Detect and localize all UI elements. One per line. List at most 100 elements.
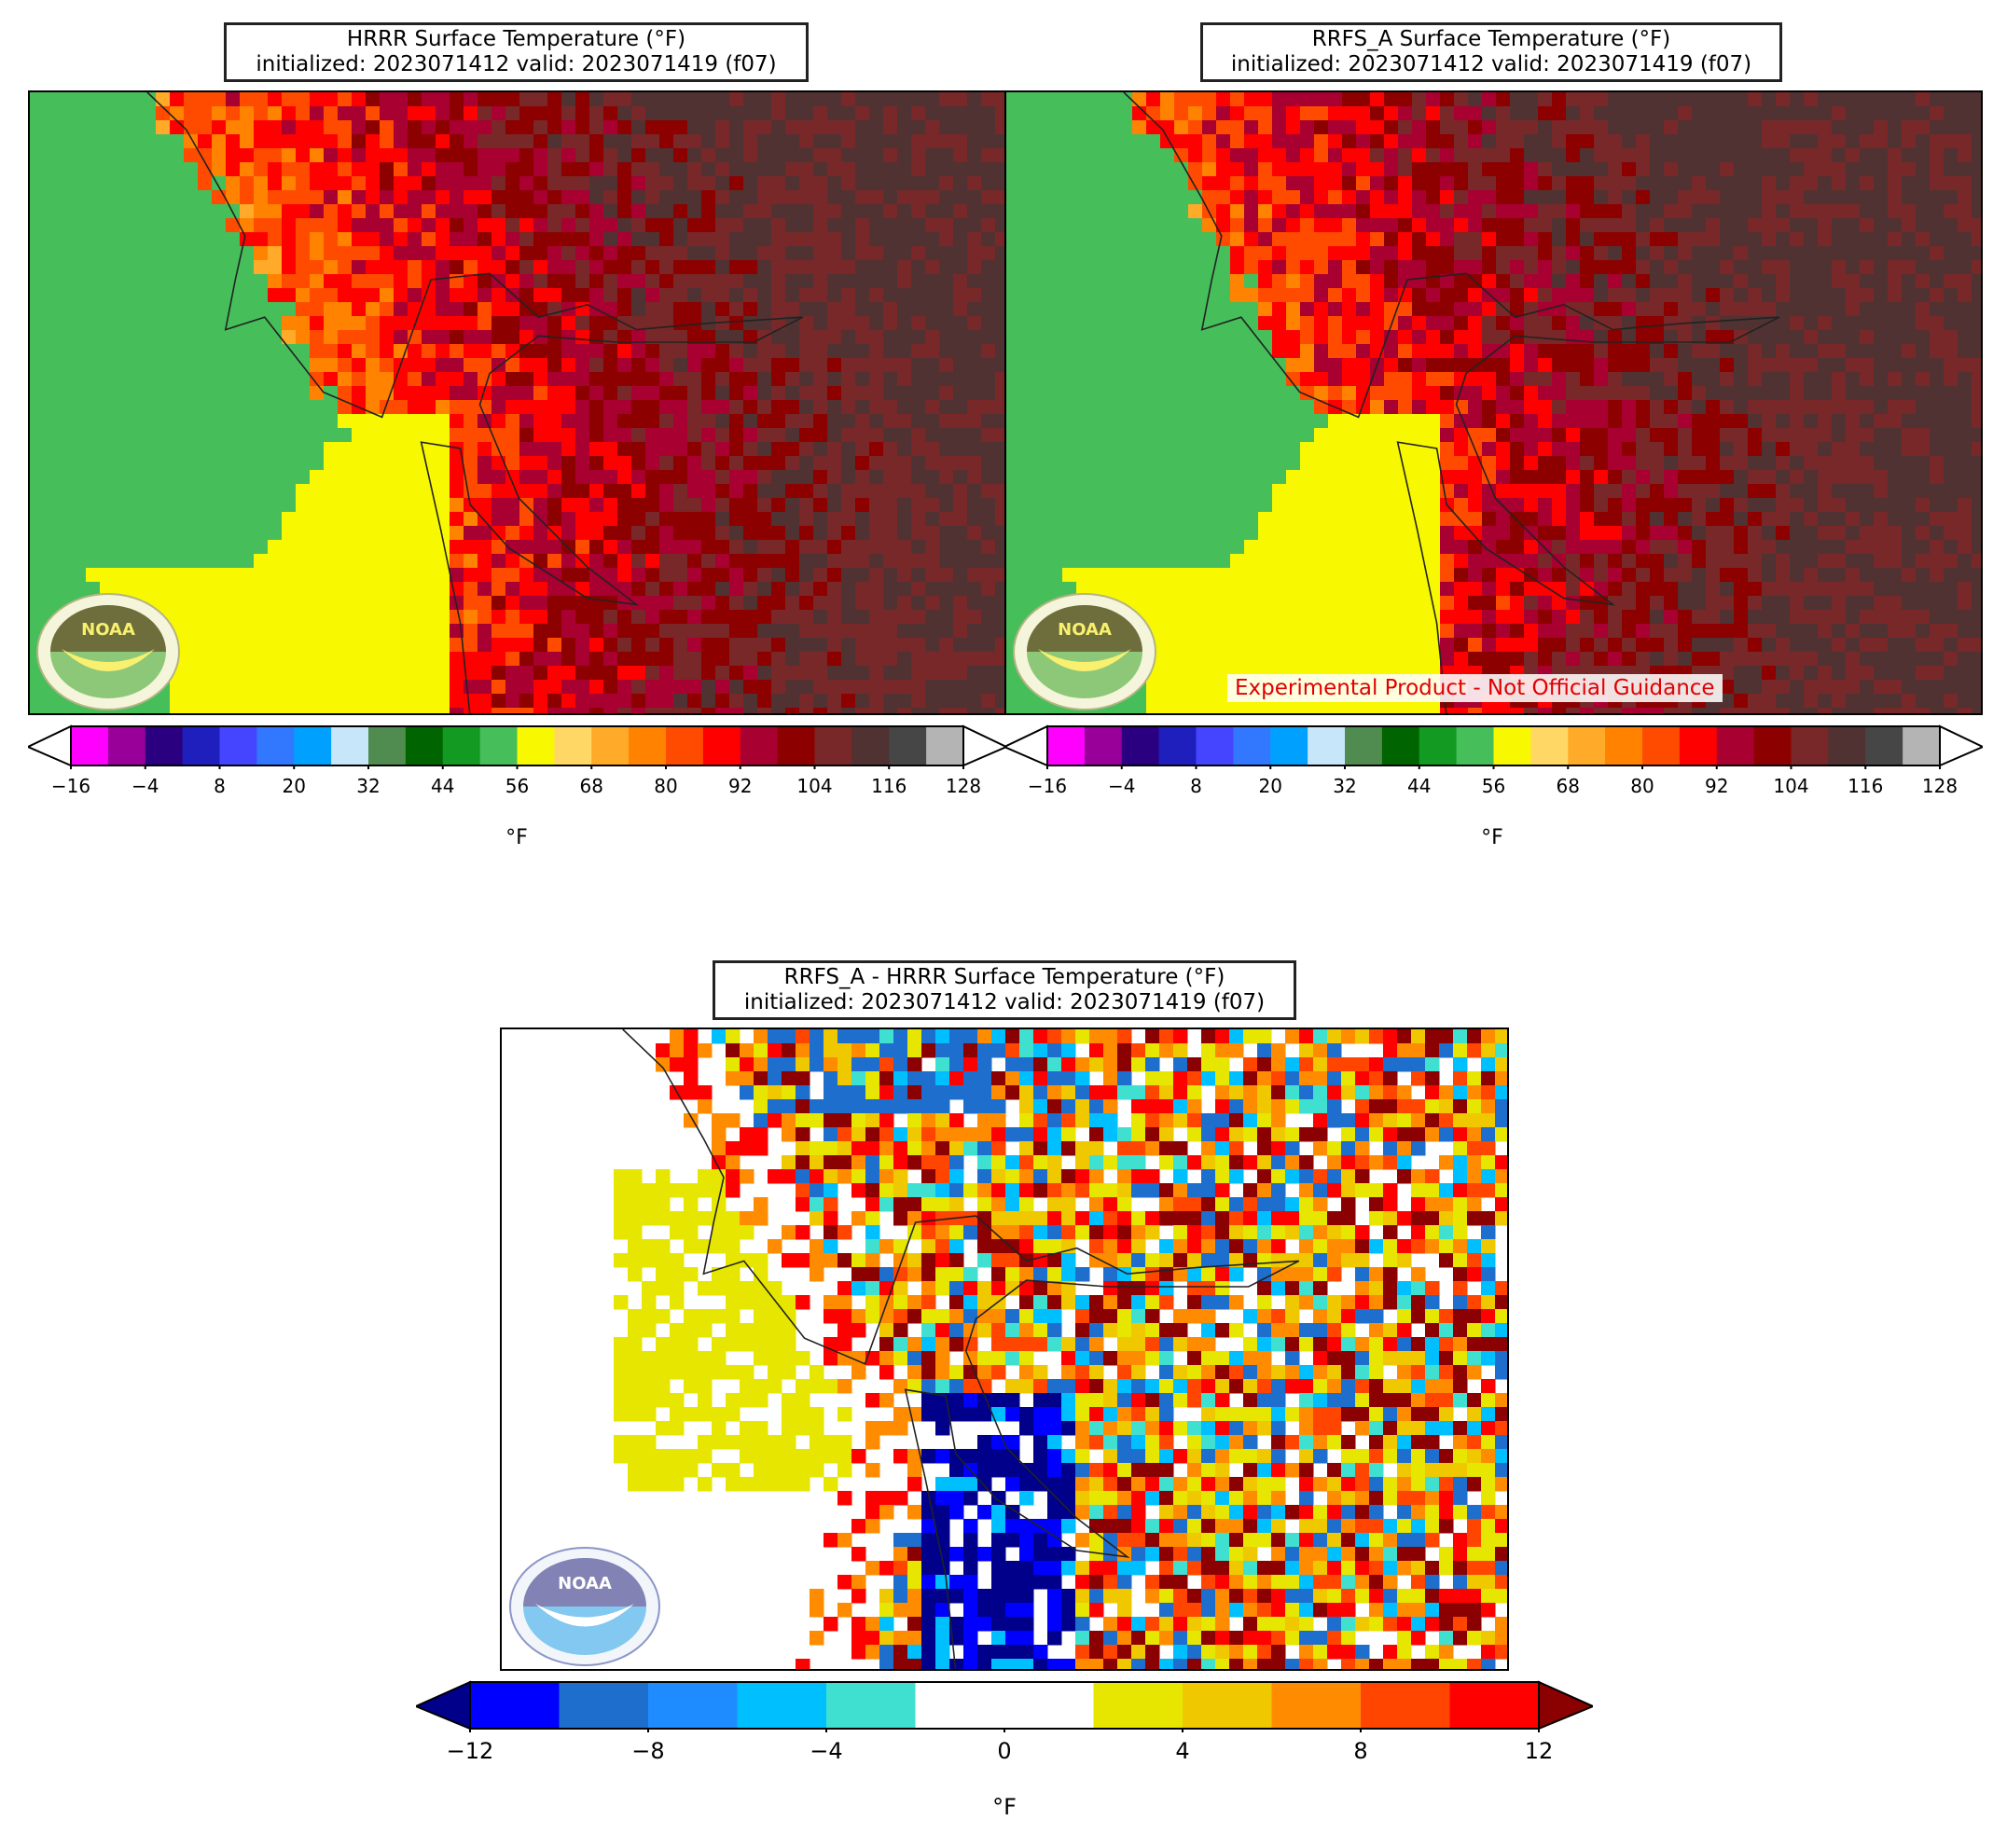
coastline (622, 1029, 1300, 1669)
colorbar-tick-label: 32 (1333, 775, 1357, 797)
noaa-logo: NOAA (1010, 591, 1159, 712)
colorbar-under-arrow (28, 724, 72, 767)
map-diff-field (614, 1029, 1507, 1669)
colorbar-swatch (405, 726, 444, 765)
colorbar-swatch (554, 726, 592, 765)
colorbar-swatch (1047, 726, 1086, 765)
colorbar-swatch (559, 1682, 649, 1729)
colorbar-tick-label: 116 (1848, 775, 1884, 797)
colorbar-under-arrow (416, 1680, 471, 1731)
title-line2: initialized: 2023071412 valid: 202307141… (743, 990, 1266, 1014)
colorbar-swatch (1121, 726, 1160, 765)
colorbar-swatch (1493, 726, 1531, 765)
title-line1: HRRR Surface Temperature (°F) (346, 27, 686, 51)
panel-title-rrfs: RRFS_A Surface Temperature (°F) initiali… (1200, 22, 1782, 82)
colorbar-swatch (1271, 1682, 1362, 1729)
noaa-logo-text: NOAA (558, 1574, 612, 1593)
colorbar-tick-label: 8 (1190, 775, 1202, 797)
colorbar-swatch (1270, 726, 1308, 765)
colorbar-swatch (1158, 726, 1197, 765)
panel-title-diff: RRFS_A - HRRR Surface Temperature (°F) i… (713, 960, 1296, 1020)
colorbar-tick-label: 8 (214, 775, 226, 797)
colorbar-swatch (826, 1682, 917, 1729)
colorbar-swatch (889, 726, 927, 765)
colorbar-tick-label: 56 (1481, 775, 1506, 797)
colorbar-swatch (1456, 726, 1495, 765)
colorbar-tick-label: 92 (1705, 775, 1729, 797)
colorbar-swatch (1530, 726, 1569, 765)
colorbar-tick-label: 12 (1524, 1738, 1554, 1764)
colorbar-swatch (737, 1682, 827, 1729)
colorbar-swatch (107, 726, 146, 765)
panel-title-hrrr: HRRR Surface Temperature (°F) initialize… (224, 22, 809, 82)
colorbar-swatch (294, 726, 332, 765)
colorbar-hrrr-label: °F (505, 826, 528, 849)
colorbar-swatch (1791, 726, 1829, 765)
colorbar-swatch (368, 726, 407, 765)
colorbar-diff-label: °F (992, 1794, 1017, 1820)
difference-cells (614, 1029, 1507, 1669)
colorbar-diff (416, 1680, 1593, 1732)
colorbar-swatch (517, 726, 555, 765)
colorbar-swatch (1903, 726, 1941, 765)
colorbar-swatch (1828, 726, 1866, 765)
colorbar-swatch (1183, 1682, 1273, 1729)
colorbar-swatch (1568, 726, 1606, 765)
coastline (146, 92, 804, 713)
colorbar-swatch (1642, 726, 1681, 765)
colorbar-swatch (1093, 1682, 1183, 1729)
colorbar-swatch (648, 1682, 739, 1729)
colorbar-swatch (1004, 1682, 1095, 1729)
colorbar-swatch (851, 726, 890, 765)
colorbar-tick-label: −16 (50, 775, 91, 797)
colorbar-swatch (331, 726, 369, 765)
colorbar-tick-label: 116 (871, 775, 907, 797)
colorbar-tick-label: 80 (1630, 775, 1654, 797)
map-hrrr: NOAA (28, 90, 1006, 715)
colorbar-swatch (629, 726, 667, 765)
colorbar-tick-label: 20 (1258, 775, 1282, 797)
noaa-logo: NOAA (505, 1545, 664, 1668)
colorbar-swatch (1233, 726, 1271, 765)
colorbar-tick-label: 20 (282, 775, 306, 797)
colorbar-swatch (1196, 726, 1234, 765)
colorbar-tick-label: 128 (945, 775, 982, 797)
colorbar-tick-label: 104 (1773, 775, 1809, 797)
colorbar-tick-label: 80 (654, 775, 678, 797)
colorbar-swatch (702, 726, 741, 765)
map-rrfs: NOAA Experimental Product - Not Official… (1004, 90, 1983, 715)
colorbar-swatch (926, 726, 964, 765)
colorbar-swatch (1381, 726, 1420, 765)
colorbar-tick-label: 44 (431, 775, 455, 797)
colorbar-tick-label: 32 (356, 775, 381, 797)
coastline (1123, 92, 1780, 713)
colorbar-tick-label: 92 (728, 775, 753, 797)
colorbar-tick-label: 104 (796, 775, 833, 797)
noaa-logo-text: NOAA (81, 620, 135, 640)
colorbar-over-arrow (1538, 1680, 1593, 1731)
colorbar-over-arrow (962, 724, 1006, 767)
colorbar-swatch (1449, 1682, 1540, 1729)
temperature-cells (30, 92, 1004, 713)
noaa-logo-icon: NOAA (509, 1547, 660, 1666)
map-hrrr-field (30, 92, 1004, 713)
title-line2: initialized: 2023071412 valid: 202307141… (256, 52, 777, 76)
noaa-logo-text: NOAA (1058, 620, 1112, 640)
colorbar-tick-label: −16 (1027, 775, 1068, 797)
colorbar-swatch (591, 726, 630, 765)
colorbar-swatch (1865, 726, 1903, 765)
colorbar-under-arrow (1004, 724, 1048, 767)
title-line1: RRFS_A Surface Temperature (°F) (1311, 27, 1671, 51)
colorbar-tick-label: 0 (997, 1738, 1012, 1764)
colorbar-swatch (256, 726, 295, 765)
colorbar-tick-label: 68 (1556, 775, 1580, 797)
colorbar-tick-label: −4 (131, 775, 159, 797)
colorbar-tick-label: −4 (810, 1738, 843, 1764)
colorbar-swatch (1419, 726, 1458, 765)
title-line1: RRFS_A - HRRR Surface Temperature (°F) (783, 965, 1225, 989)
colorbar-swatch (1679, 726, 1718, 765)
colorbar-swatch (1716, 726, 1755, 765)
colorbar-rrfs-label: °F (1481, 826, 1503, 849)
colorbar-swatch (777, 726, 816, 765)
noaa-logo: NOAA (34, 591, 183, 712)
